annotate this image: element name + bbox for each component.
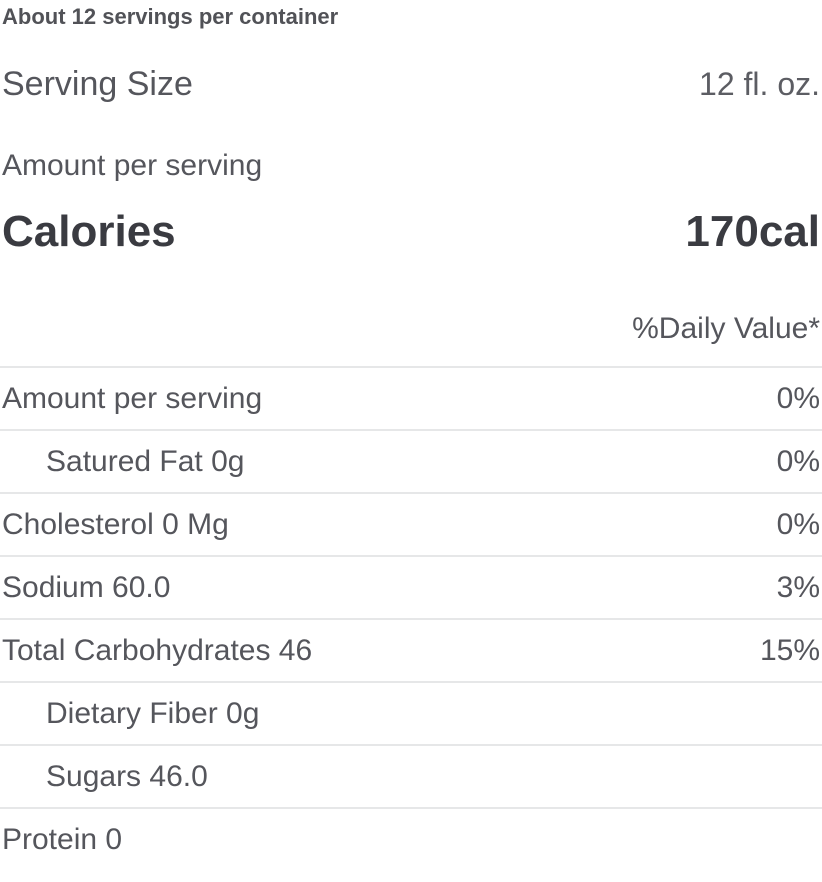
nutrient-name: Dietary Fiber 0g (46, 696, 260, 730)
serving-size-label: Serving Size (2, 65, 193, 103)
serving-size-row: Serving Size 12 fl. oz. (0, 63, 822, 105)
nutrient-row-cholesterol: Cholesterol 0 Mg 0% (0, 492, 822, 555)
servings-per-container-note: About 12 servings per container (2, 4, 339, 29)
nutrient-row-sugars: Sugars 46.0 (0, 744, 822, 807)
nutrient-daily-value: 3% (776, 570, 820, 604)
nutrient-name: Sugars 46.0 (46, 759, 208, 793)
calories-label: Calories (2, 207, 176, 256)
nutrient-daily-value: 0% (776, 507, 820, 541)
calories-value: 170cal (685, 207, 820, 256)
nutrient-row-total-fat: Amount per serving 0% (0, 366, 822, 429)
nutrient-daily-value: 0% (776, 444, 820, 478)
daily-value-header: %Daily Value* (632, 312, 820, 345)
nutrient-daily-value: 0% (776, 381, 820, 415)
amount-per-serving-label: Amount per serving (2, 149, 263, 182)
nutrient-name: Amount per serving (2, 381, 263, 415)
nutrient-row-saturated-fat: Satured Fat 0g 0% (0, 429, 822, 492)
nutrient-name: Protein 0 (2, 822, 123, 856)
nutrient-name: Satured Fat 0g (46, 444, 245, 478)
nutrient-name: Cholesterol 0 Mg (2, 507, 229, 541)
calories-row: Calories 170cal (0, 209, 822, 255)
nutrient-rows: Amount per serving 0% Satured Fat 0g 0% … (0, 366, 822, 870)
nutrient-row-sodium: Sodium 60.0 3% (0, 555, 822, 618)
nutrient-row-total-carbohydrates: Total Carbohydrates 46 15% (0, 618, 822, 681)
nutrient-row-protein: Protein 0 (0, 807, 822, 870)
nutrient-name: Total Carbohydrates 46 (2, 633, 313, 667)
serving-size-value: 12 fl. oz. (699, 66, 820, 102)
nutrient-row-dietary-fiber: Dietary Fiber 0g (0, 681, 822, 744)
nutrient-name: Sodium 60.0 (2, 570, 171, 604)
nutrient-daily-value: 15% (759, 633, 820, 667)
